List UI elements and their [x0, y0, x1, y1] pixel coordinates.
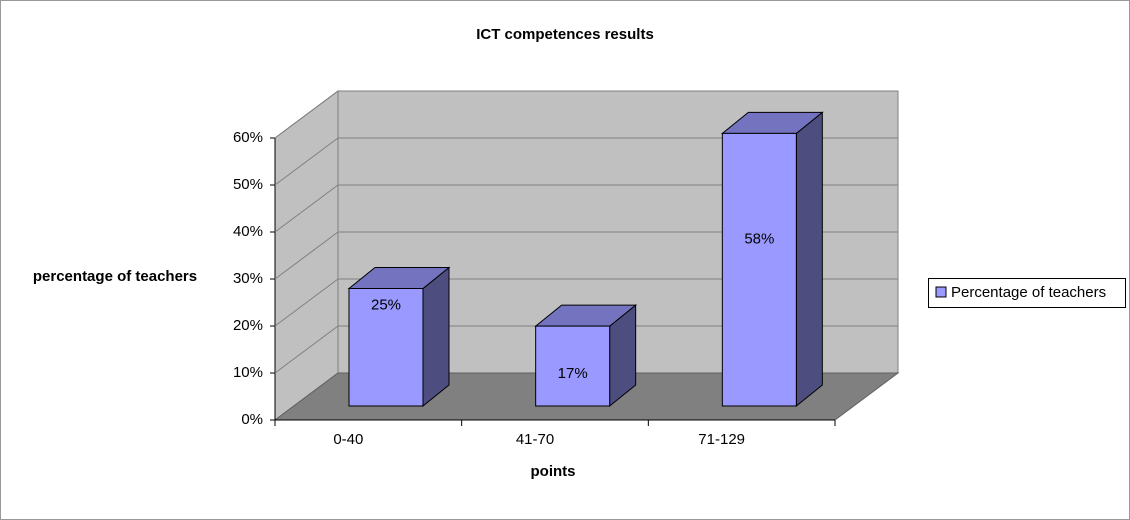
bar-side	[795, 111, 823, 408]
x-axis-label: points	[531, 463, 576, 480]
x-tick-label: 0-40	[333, 431, 363, 448]
data-label: 17%	[558, 365, 588, 382]
bar	[348, 288, 424, 407]
legend	[928, 278, 1126, 308]
data-label: 58%	[744, 231, 774, 248]
y-tick-label: 40%	[233, 223, 263, 240]
y-tick-label: 0%	[241, 411, 263, 428]
grid-line	[274, 278, 898, 327]
y-tick-label: 30%	[233, 270, 263, 287]
y-tick-label: 20%	[233, 317, 263, 334]
grid-line	[274, 137, 898, 186]
y-tick-label: 50%	[233, 176, 263, 193]
chart-title: ICT competences results	[476, 26, 654, 43]
x-tick-label: 41-70	[516, 431, 554, 448]
bar	[535, 325, 611, 407]
y-axis-label: percentage of teachers	[33, 268, 197, 285]
y-tick-label: 10%	[233, 364, 263, 381]
legend-label: Percentage of teachers	[951, 284, 1106, 301]
data-label: 25%	[371, 296, 401, 313]
bar-side	[422, 266, 450, 408]
y-tick-label: 60%	[233, 129, 263, 146]
grid-line	[274, 90, 898, 139]
x-tick-label: 71-129	[698, 431, 745, 448]
legend-swatch	[935, 286, 947, 298]
bar	[721, 132, 797, 407]
grid-line	[274, 325, 898, 374]
grid-line	[274, 184, 898, 233]
grid-line	[274, 231, 898, 280]
